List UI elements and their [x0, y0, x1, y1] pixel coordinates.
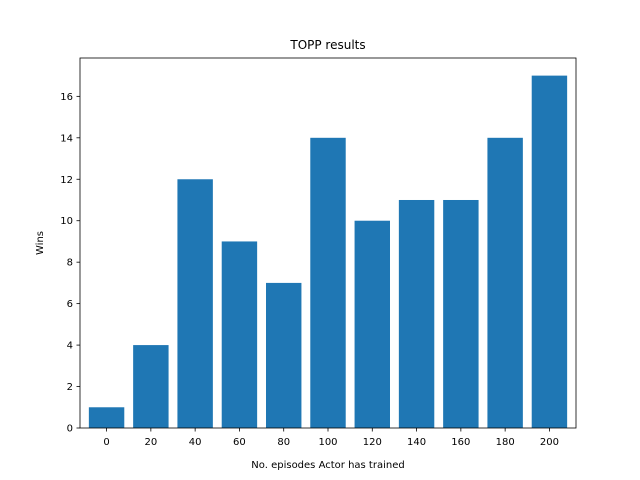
x-tick-label: 180 — [496, 437, 515, 448]
bar-160 — [443, 199, 479, 428]
x-tick-label: 100 — [318, 437, 337, 448]
x-tick-label: 160 — [451, 437, 470, 448]
y-tick-label: 16 — [60, 92, 73, 103]
y-axis-label: Wins — [35, 231, 46, 255]
bar-40 — [177, 179, 213, 428]
x-tick-label: 140 — [407, 437, 426, 448]
x-axis-label: No. episodes Actor has trained — [251, 460, 404, 471]
y-axis-ticks: 0 2 4 6 8 10 12 14 16 — [60, 92, 80, 435]
x-tick-label: 80 — [277, 437, 290, 448]
bar-100 — [310, 137, 346, 428]
y-tick-label: 2 — [67, 382, 73, 393]
bar-20 — [133, 345, 169, 428]
y-tick-label: 0 — [67, 424, 73, 435]
bar-140 — [398, 199, 435, 428]
bar-80 — [266, 282, 302, 428]
x-tick-label: 200 — [540, 437, 559, 448]
bar-180 — [487, 137, 523, 428]
y-tick-label: 4 — [67, 341, 73, 352]
y-tick-label: 10 — [60, 216, 73, 227]
bars-layer — [88, 75, 568, 428]
y-tick-label: 12 — [60, 175, 73, 186]
y-tick-label: 8 — [67, 258, 73, 269]
x-tick-label: 60 — [233, 437, 246, 448]
bar-200 — [531, 75, 568, 428]
x-axis-ticks: 0 20 40 60 80 100 120 140 160 180 200 — [103, 428, 559, 448]
x-tick-label: 120 — [363, 437, 382, 448]
x-tick-label: 40 — [189, 437, 202, 448]
y-tick-label: 6 — [67, 299, 73, 310]
x-tick-label: 0 — [103, 437, 109, 448]
chart-title: TOPP results — [289, 38, 365, 52]
y-tick-label: 14 — [60, 133, 73, 144]
bar-120 — [354, 220, 390, 428]
bar-60 — [221, 241, 258, 428]
bar-0 — [88, 407, 125, 428]
x-tick-label: 20 — [144, 437, 157, 448]
